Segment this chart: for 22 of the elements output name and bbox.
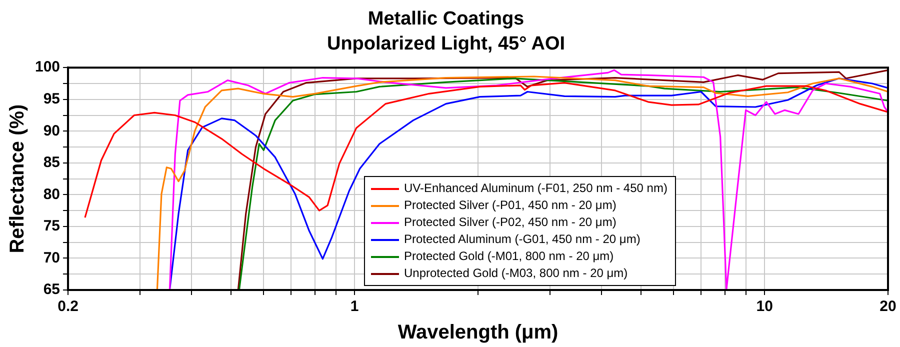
y-tick-label: 70 (43, 249, 60, 266)
legend-label: Protected Silver (-P02, 450 nm - 20 μm) (404, 214, 616, 231)
legend-label: Protected Aluminum (-G01, 450 nm - 20 μm) (404, 231, 640, 248)
x-tick-label: 20 (880, 298, 896, 316)
y-axis-title: Reflectance (%) (6, 104, 29, 254)
y-tick-label: 75 (43, 218, 60, 235)
x-axis-title: Wavelength (μm) (398, 322, 558, 344)
y-tick-label: 100 (34, 58, 60, 76)
chart-title: Metallic Coatings (368, 8, 524, 30)
legend-label: Protected Silver (-P01, 450 nm - 20 μm) (404, 197, 616, 214)
legend-label: Unprotected Gold (-M03, 800 nm - 20 μm) (404, 265, 628, 282)
y-tick-label: 80 (43, 186, 60, 203)
y-tick-label: 65 (43, 281, 60, 298)
chart-subtitle: Unpolarized Light, 45° AOI (326, 33, 566, 54)
legend-label: Protected Gold (-M01, 800 nm - 20 μm) (404, 248, 614, 265)
x-tick-label: 10 (756, 298, 773, 316)
legend-label: UV-Enhanced Aluminum (-F01, 250 nm - 450 nm) (404, 180, 668, 197)
y-tick-label: 90 (43, 122, 60, 140)
y-tick-label: 85 (43, 154, 60, 172)
x-tick-label: 1 (350, 298, 359, 316)
y-tick-label: 95 (43, 90, 60, 108)
x-tick-label: 0.2 (58, 298, 78, 316)
